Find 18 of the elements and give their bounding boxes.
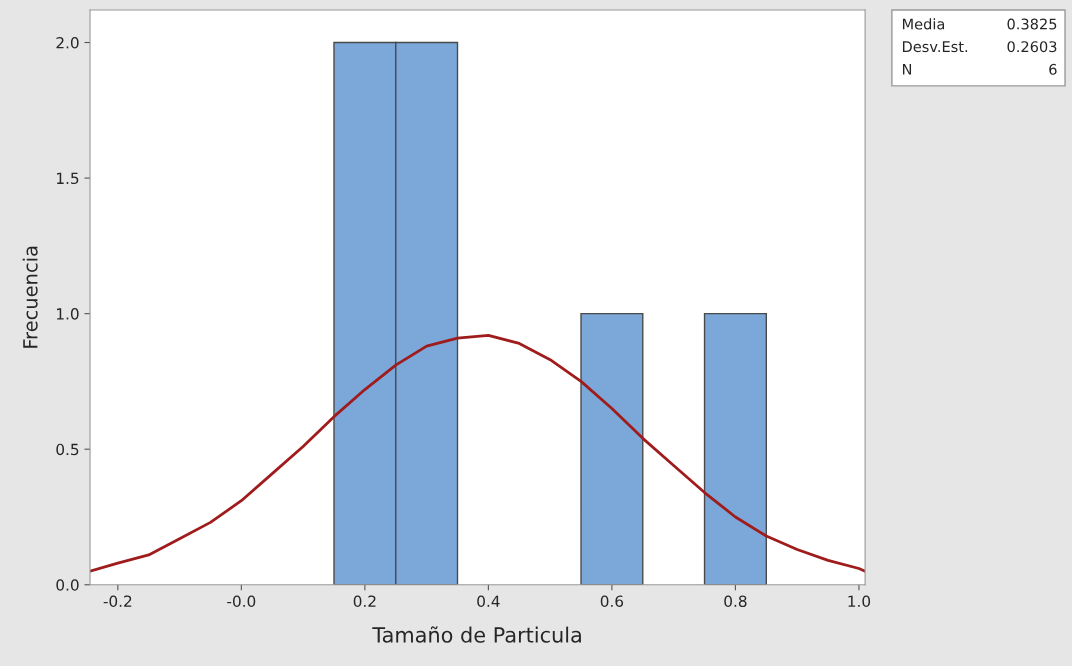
y-axis-title: Frecuencia <box>22 246 38 348</box>
x-tick-label: 0.4 <box>477 595 500 607</box>
y-tick-label: 1.0 <box>57 308 79 320</box>
text: Desv.Est. 0.2603 <box>902 41 1057 53</box>
y-tick-label: 1.5 <box>57 172 79 185</box>
line-series <box>90 333 866 573</box>
x-tick-label: 0.6 <box>600 595 624 607</box>
y-tick-label: 2.0 <box>56 36 79 49</box>
y-tick-label: 0.0 <box>56 579 79 591</box>
x-tick-label: 1.0 <box>848 595 871 607</box>
x-tick-label: 0.2 <box>353 595 376 607</box>
x-tick-label: -0.2 <box>103 595 132 607</box>
x-tick-label: 0.8 <box>724 595 747 607</box>
y-tick-label: 0.5 <box>56 443 79 456</box>
text: N 6 <box>902 63 1057 75</box>
x-axis-title: Tamaño de Particula <box>372 626 581 643</box>
x-tick-label: -0.0 <box>227 595 256 607</box>
text: Media 0.3825 <box>902 18 1057 30</box>
